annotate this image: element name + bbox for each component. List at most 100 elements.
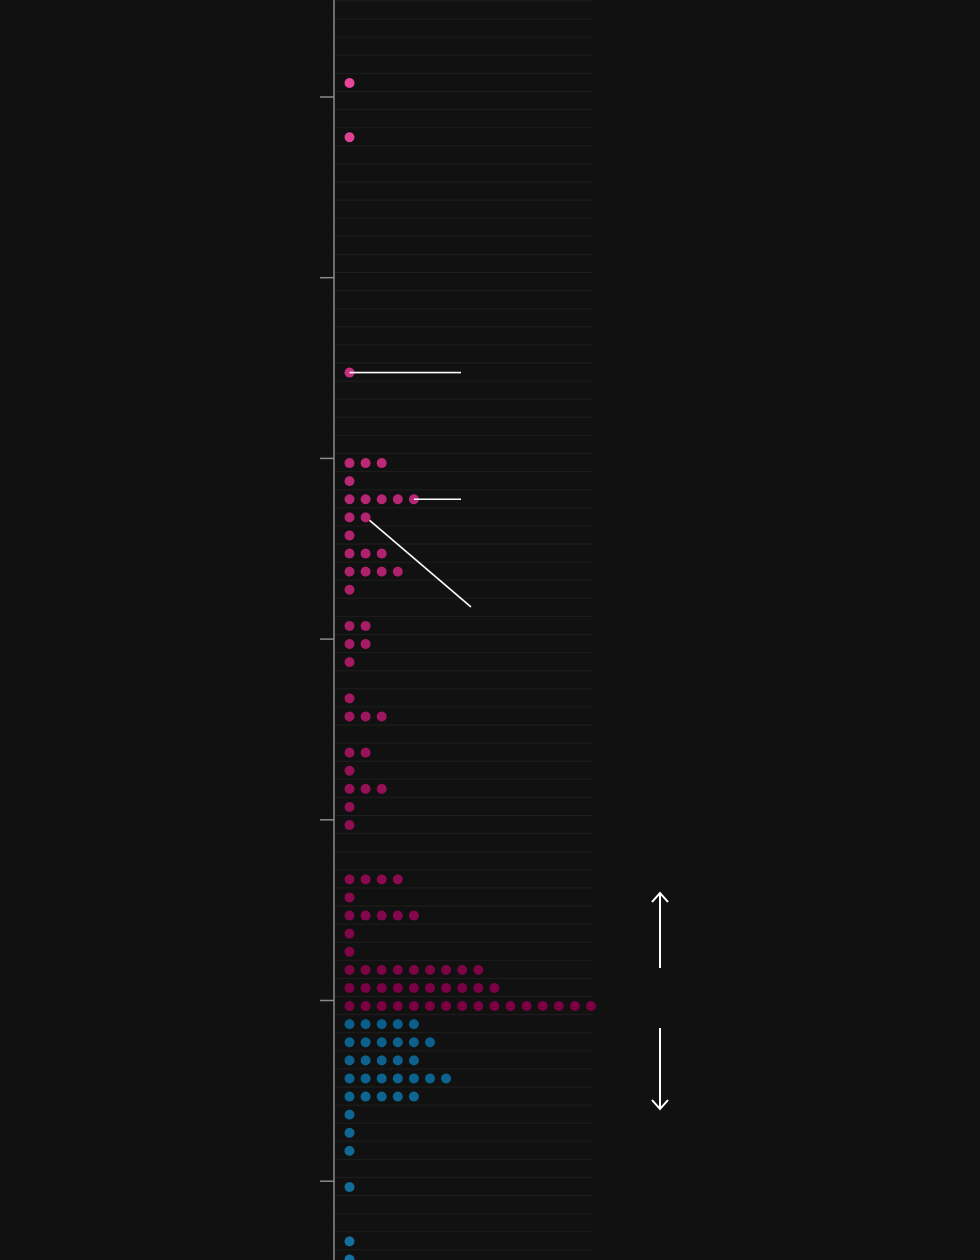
data-point bbox=[344, 620, 355, 631]
data-point bbox=[344, 639, 355, 650]
data-point bbox=[344, 928, 355, 939]
arrow-head bbox=[651, 1099, 669, 1111]
data-point bbox=[408, 1073, 419, 1084]
data-point bbox=[344, 548, 355, 559]
data-point bbox=[376, 982, 387, 993]
data-point bbox=[344, 765, 355, 776]
data-point bbox=[344, 910, 355, 921]
data-point bbox=[344, 982, 355, 993]
data-point bbox=[489, 1001, 500, 1012]
data-point bbox=[376, 458, 387, 469]
data-point bbox=[344, 530, 355, 541]
data-point bbox=[376, 1019, 387, 1030]
data-point bbox=[473, 982, 484, 993]
data-point bbox=[441, 964, 452, 975]
data-point bbox=[569, 1001, 580, 1012]
data-point bbox=[473, 964, 484, 975]
data-point bbox=[392, 494, 403, 505]
data-point bbox=[392, 1091, 403, 1102]
data-point bbox=[344, 693, 355, 704]
data-point bbox=[392, 1019, 403, 1030]
data-point bbox=[344, 512, 355, 523]
data-point bbox=[344, 1127, 355, 1138]
data-point bbox=[408, 1019, 419, 1030]
data-point bbox=[344, 1001, 355, 1012]
data-point bbox=[344, 566, 355, 577]
data-point bbox=[392, 566, 403, 577]
data-point bbox=[408, 1055, 419, 1066]
data-point bbox=[360, 1073, 371, 1084]
data-point bbox=[344, 747, 355, 758]
data-point bbox=[360, 874, 371, 885]
data-point bbox=[376, 548, 387, 559]
data-point bbox=[360, 747, 371, 758]
data-point bbox=[441, 982, 452, 993]
data-point bbox=[376, 494, 387, 505]
data-point bbox=[441, 1001, 452, 1012]
grid-layer bbox=[334, 0, 592, 1251]
data-point bbox=[344, 494, 355, 505]
dots-layer bbox=[344, 77, 596, 1260]
arrow-head bbox=[651, 891, 669, 903]
data-point bbox=[344, 964, 355, 975]
data-point bbox=[376, 566, 387, 577]
data-point bbox=[376, 1073, 387, 1084]
data-point bbox=[457, 982, 468, 993]
data-point bbox=[392, 874, 403, 885]
data-point bbox=[344, 801, 355, 812]
data-point bbox=[360, 458, 371, 469]
data-point bbox=[408, 1091, 419, 1102]
data-point bbox=[360, 548, 371, 559]
data-point bbox=[376, 1037, 387, 1048]
data-point bbox=[425, 1073, 435, 1084]
data-point bbox=[344, 874, 355, 885]
data-point bbox=[425, 1001, 435, 1012]
data-point bbox=[344, 1109, 355, 1120]
data-point bbox=[344, 820, 355, 831]
data-point bbox=[586, 1001, 596, 1012]
annotation-layer bbox=[349, 371, 472, 608]
arrow-up-icon bbox=[651, 891, 669, 968]
data-point bbox=[408, 982, 419, 993]
data-point bbox=[360, 494, 371, 505]
data-point bbox=[521, 1001, 532, 1012]
data-point bbox=[392, 964, 403, 975]
data-point bbox=[441, 1073, 452, 1084]
data-point bbox=[473, 1001, 484, 1012]
data-point bbox=[344, 711, 355, 722]
data-point bbox=[376, 1001, 387, 1012]
data-point bbox=[344, 1091, 355, 1102]
data-point bbox=[344, 657, 355, 668]
data-point bbox=[392, 1055, 403, 1066]
data-point bbox=[392, 982, 403, 993]
data-point bbox=[425, 1037, 435, 1048]
annotation-line bbox=[369, 519, 472, 608]
data-point bbox=[344, 1254, 355, 1260]
data-point bbox=[553, 1001, 564, 1012]
data-point bbox=[344, 584, 355, 595]
data-point bbox=[489, 982, 500, 993]
data-point bbox=[360, 1019, 371, 1030]
data-point bbox=[344, 77, 355, 88]
data-point bbox=[360, 1001, 371, 1012]
data-point bbox=[360, 964, 371, 975]
y-axis bbox=[320, 0, 335, 1260]
data-point bbox=[425, 982, 435, 993]
data-point bbox=[344, 476, 355, 487]
data-point bbox=[344, 1019, 355, 1030]
data-point bbox=[360, 783, 371, 794]
data-point bbox=[360, 711, 371, 722]
data-point bbox=[344, 1236, 355, 1247]
data-point bbox=[457, 1001, 468, 1012]
data-point bbox=[376, 964, 387, 975]
data-point bbox=[360, 566, 371, 577]
data-point bbox=[360, 620, 371, 631]
data-point bbox=[392, 1073, 403, 1084]
data-point bbox=[360, 910, 371, 921]
data-point bbox=[344, 1182, 355, 1193]
data-point bbox=[376, 874, 387, 885]
data-point bbox=[392, 1037, 403, 1048]
data-point bbox=[360, 512, 371, 523]
